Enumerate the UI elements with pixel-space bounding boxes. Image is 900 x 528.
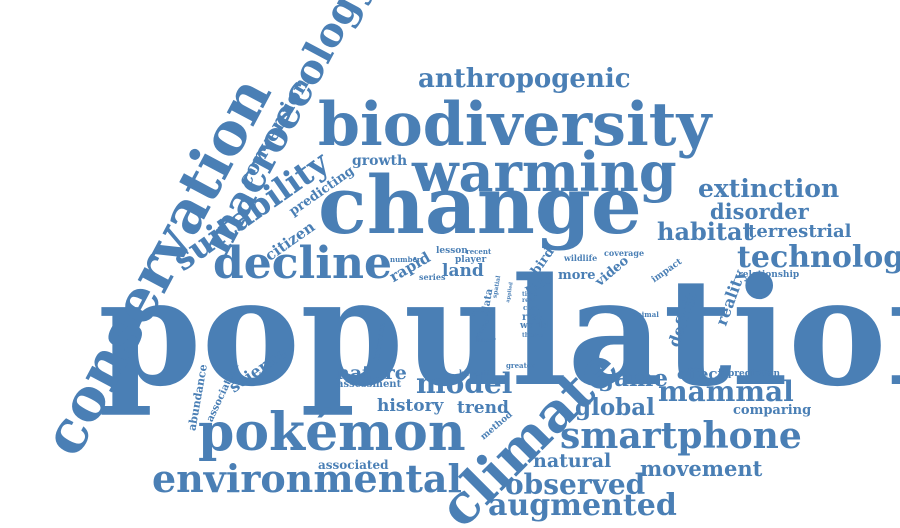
- word-population: population: [98, 245, 900, 419]
- word-benefit: benefit: [459, 368, 491, 378]
- word-change: change: [318, 158, 642, 252]
- word-growth: growth: [352, 153, 408, 169]
- word-biodiversity: biodiversity: [318, 90, 712, 160]
- word-model: model: [416, 367, 513, 400]
- word-series: series: [419, 272, 446, 282]
- word-linear: linear: [476, 337, 496, 344]
- word-animal: animal: [632, 310, 659, 319]
- word-warming: warming: [412, 140, 677, 204]
- word-time: time: [522, 291, 538, 298]
- word-terrestrial: terrestrial: [748, 221, 852, 242]
- word-world: world: [520, 321, 549, 331]
- word-trend: trend: [457, 398, 509, 418]
- word-disorder: disorder: [710, 199, 809, 224]
- word-history: history: [377, 396, 444, 416]
- word-greater: greater: [506, 361, 535, 370]
- word-player: player: [455, 255, 487, 265]
- word-land: land: [442, 261, 484, 281]
- word-anthropogenic: anthropogenic: [418, 64, 631, 94]
- word-real: real: [522, 297, 536, 304]
- word-smartphone: smartphone: [560, 415, 802, 457]
- word-habitat: habitat: [657, 217, 754, 246]
- word-augmented: augmented: [488, 488, 677, 523]
- word-wildlife: wildlife: [564, 253, 598, 263]
- word-comparing: comparing: [733, 403, 812, 418]
- word-movement: movement: [640, 456, 763, 481]
- word-area: area: [472, 309, 495, 319]
- word-observed: observed: [505, 468, 646, 501]
- word-nature: nature: [336, 362, 407, 384]
- word-relationship: relationship: [738, 270, 800, 280]
- word-prediction: prediction: [728, 369, 781, 379]
- word-environmental: environmental: [152, 456, 462, 501]
- word-global: global: [575, 394, 655, 421]
- word-risk: risk: [522, 312, 544, 323]
- word-effect: effect: [677, 365, 725, 383]
- word-decline: decline: [213, 238, 392, 289]
- word-assessment: assessment: [337, 379, 402, 390]
- word-more: more: [558, 268, 596, 283]
- word-lesson: lesson: [436, 246, 468, 256]
- word-game: game: [598, 365, 668, 392]
- word-recent: recent: [466, 247, 492, 256]
- word-extinction: extinction: [698, 174, 840, 203]
- word-cost: cost: [523, 303, 540, 312]
- word-coverage: coverage: [604, 248, 645, 258]
- word-theme: theme: [522, 332, 544, 339]
- word-pokemon: pokémon: [198, 402, 466, 463]
- word-associated: associated: [318, 458, 389, 472]
- word-mammal: mammal: [658, 375, 794, 408]
- word-natural: natural: [533, 450, 612, 472]
- word-technology: technology: [737, 240, 900, 275]
- word-number: number: [390, 255, 421, 264]
